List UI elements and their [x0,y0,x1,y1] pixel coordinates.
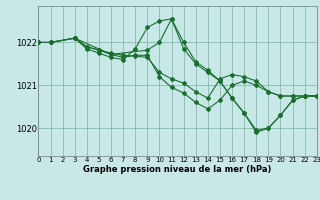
X-axis label: Graphe pression niveau de la mer (hPa): Graphe pression niveau de la mer (hPa) [84,165,272,174]
